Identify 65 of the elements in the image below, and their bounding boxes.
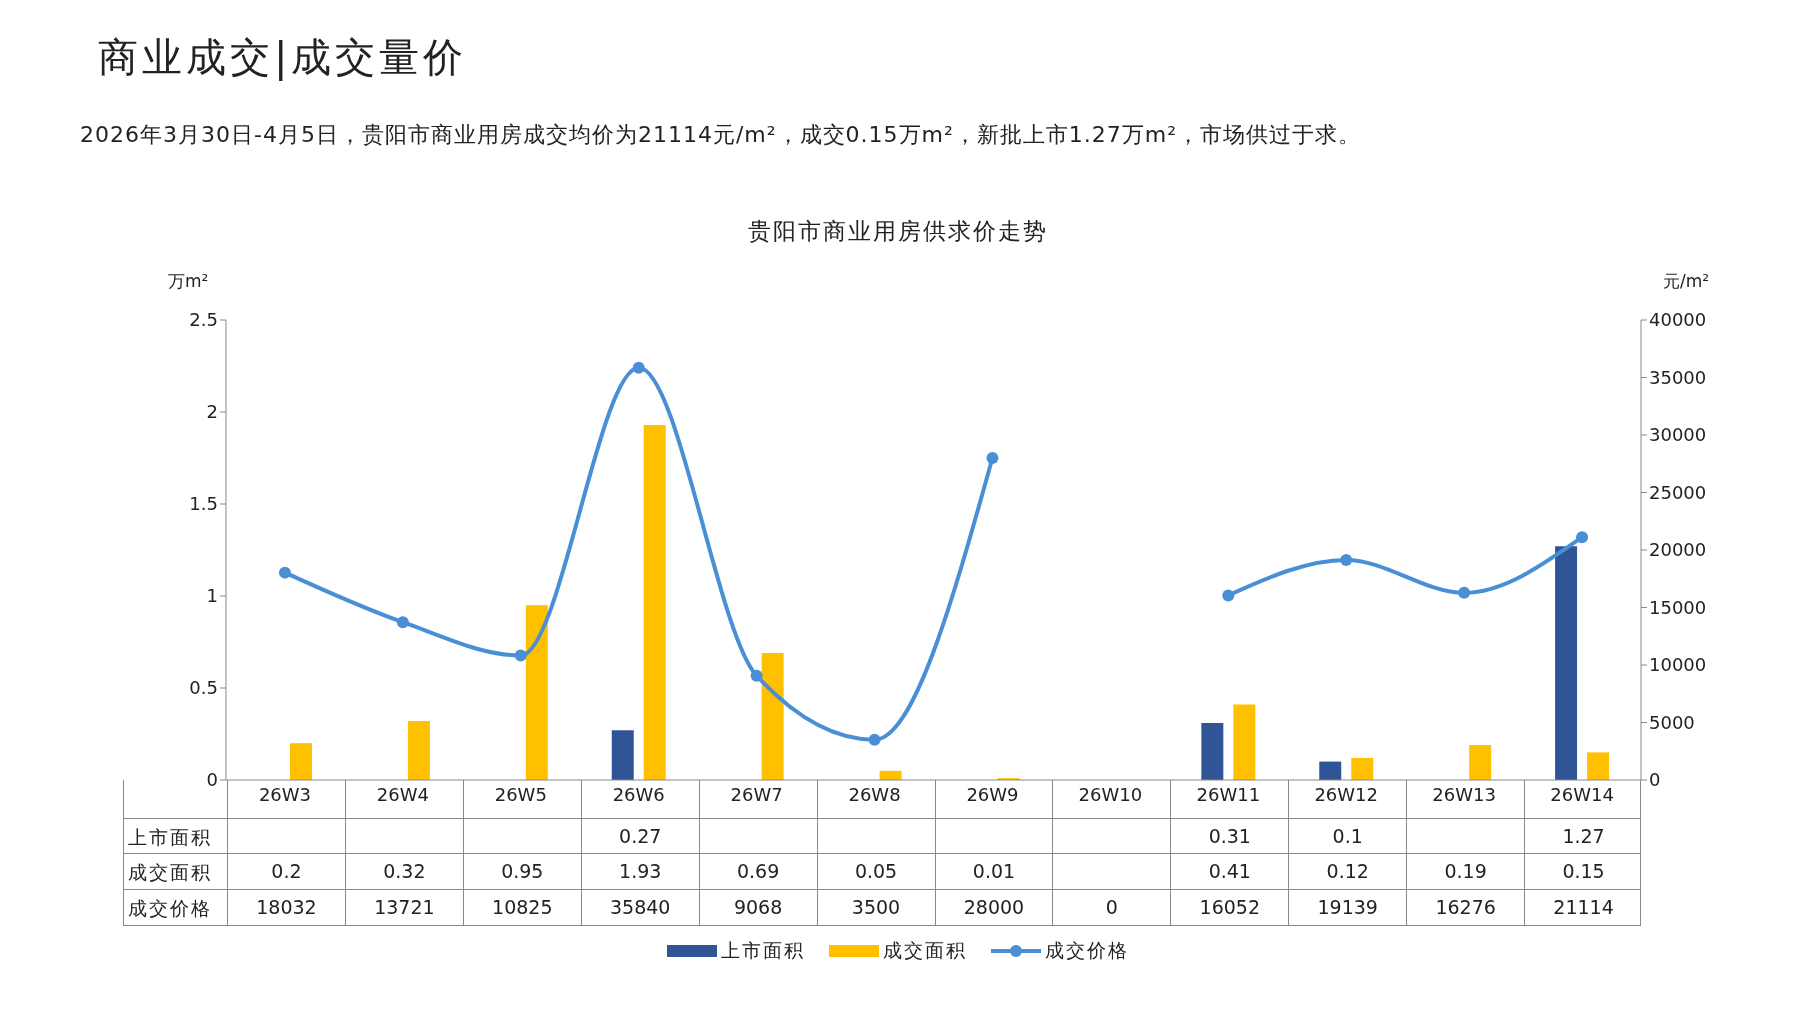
data-label: 0.41: [1170, 854, 1289, 889]
data-label: 0.1: [1288, 819, 1407, 854]
data-label: 1.27: [1524, 819, 1642, 854]
x-tick-label: 26W11: [1196, 783, 1261, 805]
legend-label: 成交价格: [1045, 938, 1129, 963]
x-tick-label: 26W13: [1432, 783, 1496, 805]
data-label: 35840: [580, 890, 699, 925]
data-label: 16276: [1406, 890, 1525, 925]
y2-tick-label: 25000: [1649, 481, 1707, 503]
data-label: 1.93: [580, 854, 699, 889]
data-label: 0.12: [1288, 854, 1407, 889]
x-tick-label: 26W8: [848, 783, 901, 805]
y2-tick-label: 5000: [1649, 711, 1695, 733]
text: 2026年3月30日-4月5日，贵阳市商业用房成交均价为21114元/m²，成交0.15万m²，新批上市1.27万m²，市场供过于求。: [80, 121, 1362, 149]
data-label: 3500: [816, 890, 935, 925]
data-label: 10825: [462, 890, 581, 925]
x-tick-label: 26W4: [376, 783, 429, 805]
y-axis-title: 万m²: [168, 270, 209, 293]
x-tick-label: 26W9: [966, 783, 1019, 805]
y2-tick-label: 40000: [1649, 309, 1707, 331]
y-tick-label: 0: [206, 769, 218, 791]
data-label: 0.05: [816, 854, 935, 889]
y2-axis-title: 元/m²: [1663, 270, 1710, 293]
x-tick-label: 26W3: [258, 783, 312, 805]
text: 成交面积: [128, 861, 212, 883]
x-tick-label: 26W14: [1550, 783, 1614, 805]
y-tick-label: 1: [206, 585, 218, 607]
data-label: 0.95: [462, 854, 581, 889]
text: 成交价格: [128, 897, 212, 919]
data-label: 9068: [698, 890, 817, 925]
data-label: 0.2: [227, 854, 345, 889]
data-label: 0.01: [934, 854, 1053, 889]
y2-tick-label: 0: [1649, 769, 1661, 791]
legend-label: 成交面积: [883, 938, 967, 963]
data-label: 19139: [1288, 890, 1407, 925]
data-label: 0.27: [580, 819, 699, 854]
y-tick-label: 2: [206, 401, 218, 423]
x-tick-label: 26W10: [1078, 783, 1143, 805]
y2-tick-label: 35000: [1649, 366, 1707, 388]
data-label: 0.19: [1406, 854, 1525, 889]
x-tick-label: 26W5: [494, 783, 547, 805]
data-label: 28000: [934, 890, 1053, 925]
data-label: 21114: [1524, 890, 1642, 925]
x-tick-label: 26W6: [612, 783, 665, 805]
text: 上市面积: [128, 826, 212, 848]
y2-tick-label: 15000: [1649, 596, 1707, 618]
y-tick-label: 2.5: [189, 309, 218, 331]
y2-tick-label: 10000: [1649, 654, 1707, 676]
chart-title: 贵阳市商业用房供求价走势: [747, 217, 1049, 246]
x-tick-label: 26W7: [730, 783, 783, 805]
y-tick-label: 0.5: [189, 677, 218, 699]
data-label: 0.31: [1170, 819, 1289, 854]
data-label: 18032: [227, 890, 345, 925]
data-label: 16052: [1170, 890, 1289, 925]
data-label: 13721: [344, 890, 463, 925]
text: 0: [1105, 896, 1118, 918]
x-tick-label: 26W12: [1314, 783, 1379, 805]
y-tick-label: 1.5: [189, 493, 218, 515]
y2-tick-label: 30000: [1649, 424, 1707, 446]
y2-tick-label: 20000: [1649, 539, 1707, 561]
data-label: 0.69: [698, 854, 817, 889]
text: 商业成交|成交量价: [98, 33, 468, 83]
data-label: 0.32: [344, 854, 463, 889]
legend-label: 上市面积: [721, 938, 805, 963]
data-label: 0.15: [1524, 854, 1642, 889]
